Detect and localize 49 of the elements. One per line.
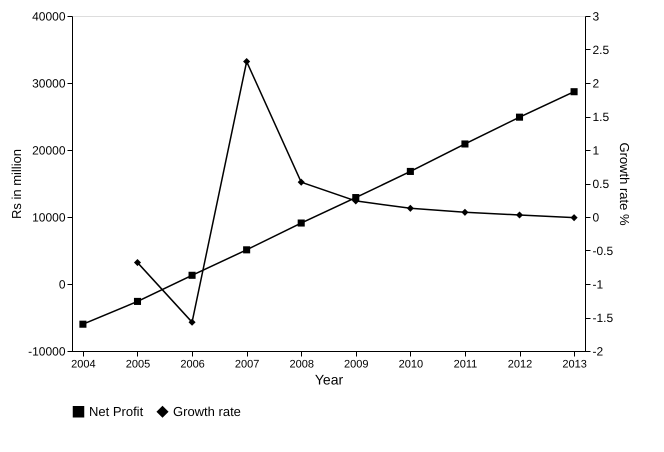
point [570,88,578,96]
y2-tick-label: 3 [592,10,600,24]
x-axis-title: Year [314,372,344,388]
y-tick-label: 20000 [32,144,66,158]
x-tick-label: 2005 [126,358,150,370]
x-tick-label: 2004 [71,358,96,370]
point [298,219,305,227]
y2-tick-label: -0.5 [592,244,614,258]
y2-tick-label: -2 [592,344,604,358]
point [79,320,86,328]
y2-tick-label: 1 [592,144,600,158]
x-tick-label: 2010 [398,358,424,370]
x-tick-label: 2007 [234,358,260,370]
y-tick-label: 10000 [32,210,66,224]
y2-tick-label: 1.5 [592,110,610,124]
legend-label: Net Profit [89,404,144,419]
y2-axis-title: Growth rate % [617,142,632,226]
point [406,204,414,212]
point [461,208,468,216]
point [406,168,414,175]
y2-tick-label: 2 [592,76,600,90]
y2-tick-label: 0.5 [592,177,610,191]
point [298,178,305,186]
y-tick-label: 0 [58,278,66,292]
x-tick-label: 2012 [508,358,532,370]
y2-tick-label: 0 [592,210,600,224]
legend-label: Growth rate [173,404,241,419]
x-tick-label: 2013 [562,358,587,370]
point [243,58,250,66]
point [134,259,142,266]
x-tick-label: 2009 [344,358,369,370]
y-tick-label: 30000 [32,76,66,90]
y-tick-label: 40000 [32,10,66,24]
x-tick-label: 2011 [454,358,478,370]
y-axis-title: Rs in million [9,148,24,220]
y2-tick-label: -1 [592,278,604,292]
point [188,318,196,326]
y2-tick-label: 2.5 [592,43,610,57]
point [570,214,578,222]
y2-tick-label: -1.5 [592,311,614,325]
point [516,114,524,121]
y-tick-label: -10000 [28,344,66,358]
point [134,298,142,305]
point [243,246,250,254]
point [188,272,196,279]
point [516,211,524,219]
x-tick-label: 2008 [289,358,314,370]
point [461,140,468,148]
x-tick-label: 2006 [180,358,205,370]
